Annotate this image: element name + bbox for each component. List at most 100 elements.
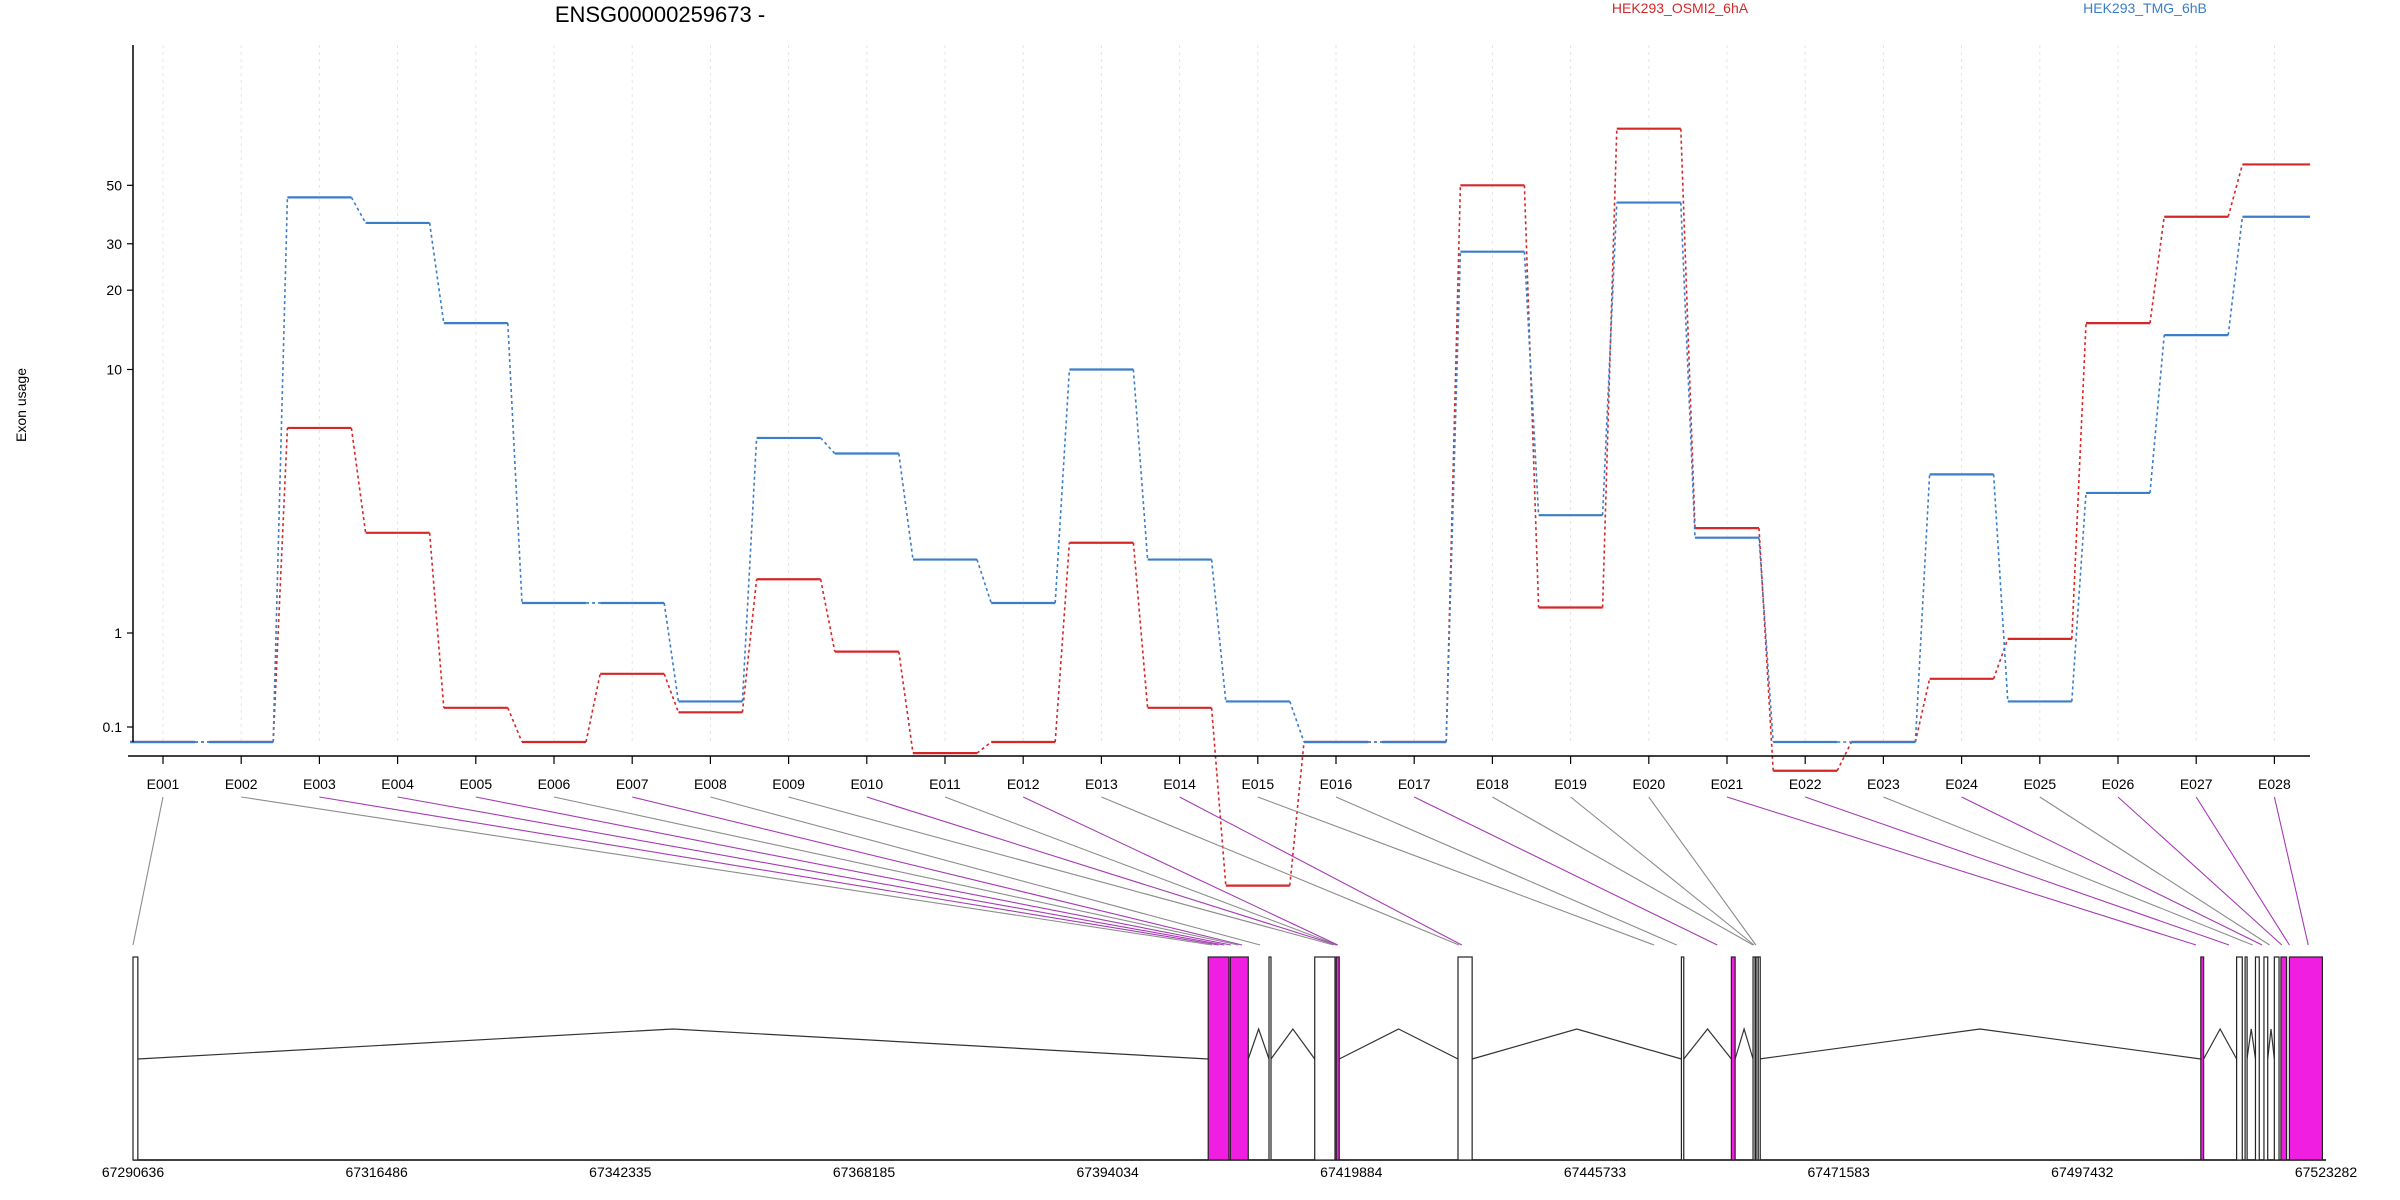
series-connector xyxy=(663,602,680,702)
exon-box xyxy=(1730,956,1736,1161)
series-connector xyxy=(2227,164,2244,217)
chart-title: ENSG00000259673 - xyxy=(555,2,765,27)
series-connector xyxy=(428,532,445,708)
exon-connector-line xyxy=(1883,796,2253,946)
series-1 xyxy=(130,127,2310,887)
series-connector xyxy=(1758,537,1774,743)
coordinate-label: 67368185 xyxy=(833,1164,896,1180)
series-connector xyxy=(1601,128,1618,608)
x-tick-label: E010 xyxy=(850,776,883,792)
exon-connector-line xyxy=(866,796,1337,946)
exon-box xyxy=(2263,956,2269,1161)
x-tick-label: E017 xyxy=(1398,776,1431,792)
x-tick-label: E015 xyxy=(1241,776,1274,792)
series-connector xyxy=(507,707,523,743)
y-tick-label: 50 xyxy=(106,177,122,193)
series-connector xyxy=(898,453,914,560)
exon-connector-line xyxy=(475,796,1231,946)
exon-box xyxy=(1229,956,1249,1161)
series-connector xyxy=(741,579,758,713)
exon-connector-line xyxy=(788,796,1334,946)
series-connector xyxy=(820,437,836,455)
exon-connector-line xyxy=(2273,796,2309,946)
exon-connector-line xyxy=(1726,796,2197,946)
exon-connector-line xyxy=(1413,796,1718,946)
coordinate-label: 67342335 xyxy=(589,1164,652,1180)
series-connector xyxy=(1445,185,1462,743)
exon-box xyxy=(2200,956,2205,1161)
intron-line xyxy=(1270,1027,1316,1060)
exon-connector-line xyxy=(553,796,1239,946)
legend-series-2: HEK293_TMG_6hB xyxy=(2083,0,2207,16)
series-connector xyxy=(976,741,992,754)
intron-line xyxy=(1734,1026,1754,1060)
coordinate-label: 67523282 xyxy=(2295,1164,2358,1180)
intron-line xyxy=(1471,1028,1682,1060)
series-connector xyxy=(428,222,445,324)
exon-box xyxy=(1752,956,1756,1161)
x-tick-label: E018 xyxy=(1476,776,1509,792)
intron-line xyxy=(1338,1028,1459,1060)
exon-box xyxy=(2280,956,2288,1161)
intron-line xyxy=(2267,1028,2275,1060)
series-connector xyxy=(2071,323,2087,639)
intron-line xyxy=(1247,1027,1270,1060)
coordinate-labels: 67290636 67316486 67342335 67368185 67394034… xyxy=(102,1164,2358,1180)
exon-connectors xyxy=(132,796,2309,946)
legend-series-1: HEK293_OSMI2_6hA xyxy=(1612,0,1749,16)
exon-connector-line xyxy=(2195,796,2290,946)
x-tick-label: E027 xyxy=(2180,776,2213,792)
series-connector xyxy=(1523,251,1540,516)
x-tick-label: E013 xyxy=(1085,776,1118,792)
exon-connector-line xyxy=(241,796,1213,946)
series-connector xyxy=(1289,741,1305,886)
y-axis-label: Exon usage xyxy=(13,368,29,442)
exon-connector-line xyxy=(1648,796,1757,946)
exon-connector-line xyxy=(2117,796,2283,946)
series-connector xyxy=(350,196,367,224)
exon-box xyxy=(1680,956,1685,1161)
x-tick-label: E011 xyxy=(929,776,961,792)
series-connector xyxy=(1054,369,1071,604)
series-connector xyxy=(1992,474,2009,702)
series-connector xyxy=(2149,216,2165,324)
exon-box xyxy=(1207,956,1230,1161)
exon-box xyxy=(1757,956,1761,1161)
exon-box xyxy=(2244,956,2248,1161)
series-connector xyxy=(1758,528,1774,771)
exon-connector-line xyxy=(397,796,1225,946)
y-tick-label: 30 xyxy=(106,236,122,252)
x-tick-label: E025 xyxy=(2023,776,2056,792)
exon-box xyxy=(1335,956,1340,1161)
gene-model: 67290636 67316486 67342335 67368185 67394034… xyxy=(102,956,2358,1180)
intron-line xyxy=(2246,1028,2257,1060)
series-connector xyxy=(1914,678,1931,743)
exon-connector-line xyxy=(1335,796,1677,946)
x-tick-label: E016 xyxy=(1320,776,1353,792)
series-connector xyxy=(1836,741,1853,772)
exon-connector-line xyxy=(1961,796,2263,946)
series-connector xyxy=(272,197,289,743)
series-connector xyxy=(585,673,601,743)
y-ticks: 0.1 1 10 20 30 50 xyxy=(103,177,133,735)
exon-connector-line xyxy=(132,796,164,946)
intron-line xyxy=(2203,1027,2238,1060)
coordinate-label: 67290636 xyxy=(102,1164,165,1180)
exon-box xyxy=(1314,956,1336,1161)
series-connector xyxy=(272,427,289,743)
exon-box xyxy=(2288,956,2323,1161)
exon-connector-line xyxy=(1179,796,1463,946)
series-connector xyxy=(2227,216,2244,336)
series-connector xyxy=(2149,335,2165,494)
exon-box xyxy=(1457,956,1473,1161)
x-tick-label: E022 xyxy=(1789,776,1822,792)
x-tick-label: E014 xyxy=(1163,776,1196,792)
intron-line xyxy=(137,1028,1209,1060)
exon-connector-line xyxy=(1805,796,2230,946)
exon-box xyxy=(2254,956,2260,1161)
series-connector xyxy=(1445,251,1462,743)
x-tick-label: E006 xyxy=(538,776,571,792)
series-connector xyxy=(350,427,367,533)
coordinate-label: 67471583 xyxy=(1808,1164,1871,1180)
y-tick-label: 20 xyxy=(106,282,122,298)
